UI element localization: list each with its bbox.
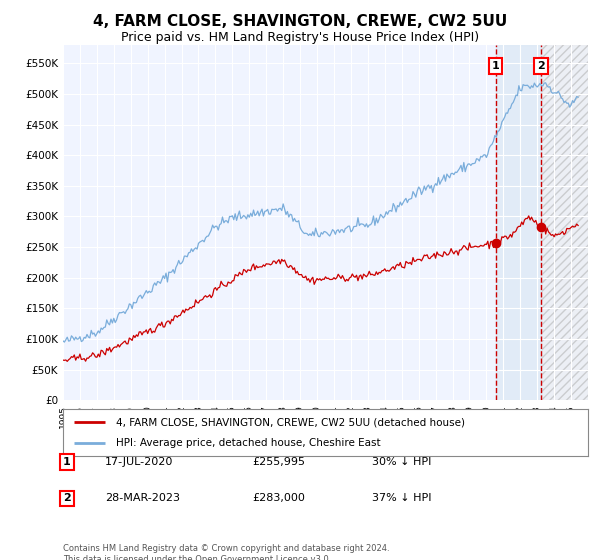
Text: 30% ↓ HPI: 30% ↓ HPI: [372, 457, 431, 467]
Text: Contains HM Land Registry data © Crown copyright and database right 2024.
This d: Contains HM Land Registry data © Crown c…: [63, 544, 389, 560]
Bar: [541, 45, 588, 400]
Text: 1: 1: [491, 61, 499, 71]
Text: 4, FARM CLOSE, SHAVINGTON, CREWE, CW2 5UU (detached house): 4, FARM CLOSE, SHAVINGTON, CREWE, CW2 5U…: [115, 417, 464, 427]
Text: 2: 2: [537, 61, 545, 71]
Bar: [496, 45, 541, 400]
Text: 17-JUL-2020: 17-JUL-2020: [105, 457, 173, 467]
Text: 2: 2: [63, 493, 71, 503]
Text: HPI: Average price, detached house, Cheshire East: HPI: Average price, detached house, Ches…: [115, 438, 380, 448]
Text: 37% ↓ HPI: 37% ↓ HPI: [372, 493, 431, 503]
Text: 1: 1: [63, 457, 71, 467]
Text: £255,995: £255,995: [252, 457, 305, 467]
Text: Price paid vs. HM Land Registry's House Price Index (HPI): Price paid vs. HM Land Registry's House …: [121, 31, 479, 44]
Text: £283,000: £283,000: [252, 493, 305, 503]
Text: 28-MAR-2023: 28-MAR-2023: [105, 493, 180, 503]
Text: 4, FARM CLOSE, SHAVINGTON, CREWE, CW2 5UU: 4, FARM CLOSE, SHAVINGTON, CREWE, CW2 5U…: [93, 14, 507, 29]
